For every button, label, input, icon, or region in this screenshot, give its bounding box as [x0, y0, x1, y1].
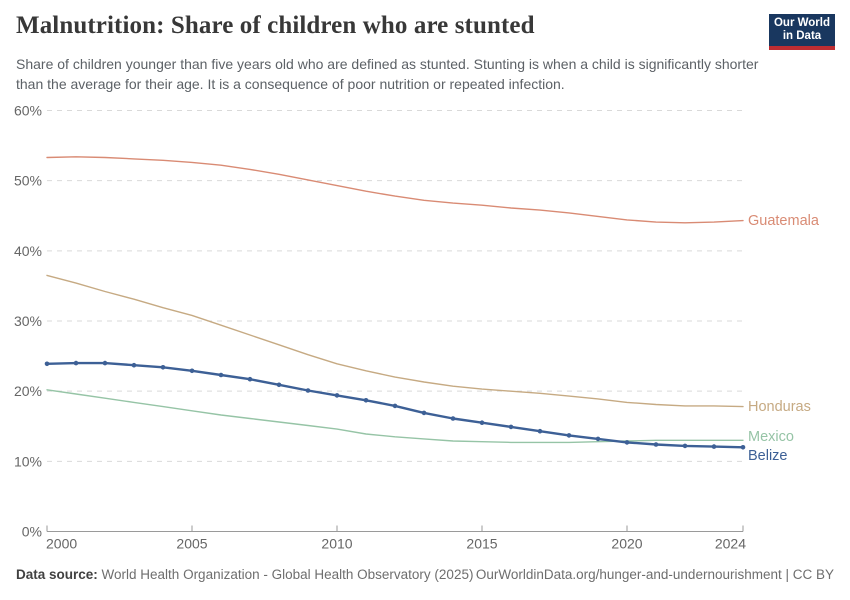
line-chart: 0% 10% 20% 30% 40% 50% 60% 2000 2005 2010 2015 2020…: [14, 102, 820, 552]
series-point-belize-2001: [73, 360, 79, 366]
data-source: Data source: World Health Organization -…: [16, 567, 473, 582]
chart-subtitle: Share of children younger than five year…: [16, 56, 759, 93]
x-tick-label-2005: 2005: [176, 536, 207, 552]
series-line-guatemala: [46, 156, 744, 224]
series-point-belize-2006: [218, 372, 224, 378]
series-point-belize-2023: [711, 444, 717, 449]
page-title: Malnutrition: Share of children who are …: [16, 12, 535, 39]
y-tick-label-20: 20%: [14, 383, 42, 399]
series-point-belize-2020: [624, 440, 630, 445]
series-point-belize-2000: [44, 361, 50, 367]
series-point-belize-2008: [276, 382, 282, 388]
series-label-mexico: Mexico: [748, 429, 794, 445]
series-point-belize-2003: [131, 362, 137, 368]
series-point-belize-2016: [508, 424, 514, 430]
series-point-belize-2014: [450, 416, 456, 421]
owid-logo-line1: Our World: [773, 16, 830, 29]
series-label-honduras: Honduras: [748, 399, 811, 415]
series-point-belize-2024: [740, 445, 746, 450]
y-tick-label-10: 10%: [14, 453, 42, 469]
series-point-belize-2007: [247, 376, 253, 382]
series-point-belize-2012: [392, 403, 398, 409]
x-tick-label-2010: 2010: [321, 536, 352, 552]
series-point-belize-2017: [537, 428, 543, 434]
series-point-belize-2009: [305, 388, 311, 393]
owid-logo-line2: in Data: [782, 30, 822, 42]
x-tick-label-2000: 2000: [46, 536, 77, 552]
series-label-belize: Belize: [748, 448, 788, 464]
series-point-belize-2004: [160, 365, 166, 370]
series-point-belize-2021: [653, 442, 659, 447]
data-source-label: Data source:: [16, 567, 98, 582]
x-tick-label-2024: 2024: [715, 536, 746, 552]
data-source-text: World Health Organization - Global Healt…: [97, 567, 474, 582]
series-label-guatemala: Guatemala: [748, 213, 820, 229]
series-point-belize-2018: [566, 433, 572, 438]
series-point-belize-2022: [682, 443, 688, 449]
y-tick-label-60: 60%: [14, 102, 42, 118]
owid-logo: Our World in Data: [769, 14, 835, 50]
y-tick-label-50: 50%: [14, 173, 42, 189]
series-point-belize-2013: [421, 410, 427, 416]
x-tick-label-2020: 2020: [611, 536, 642, 552]
series-point-belize-2005: [189, 368, 195, 374]
y-tick-label-0: 0%: [22, 524, 42, 540]
series-point-belize-2010: [334, 393, 340, 398]
series-line-mexico: [46, 389, 744, 444]
series-point-belize-2015: [479, 420, 485, 426]
y-tick-label-30: 30%: [14, 313, 42, 329]
x-tick-label-2015: 2015: [466, 536, 497, 552]
series-point-belize-2019: [595, 436, 601, 442]
chart-footer: Data source: World Health Organization -…: [16, 567, 834, 582]
attribution: OurWorldinData.org/hunger-and-undernouri…: [475, 567, 834, 582]
y-tick-label-40: 40%: [14, 243, 42, 259]
series-line-honduras: [46, 274, 744, 408]
series-point-belize-2002: [102, 360, 108, 366]
series-point-belize-2011: [363, 398, 369, 403]
